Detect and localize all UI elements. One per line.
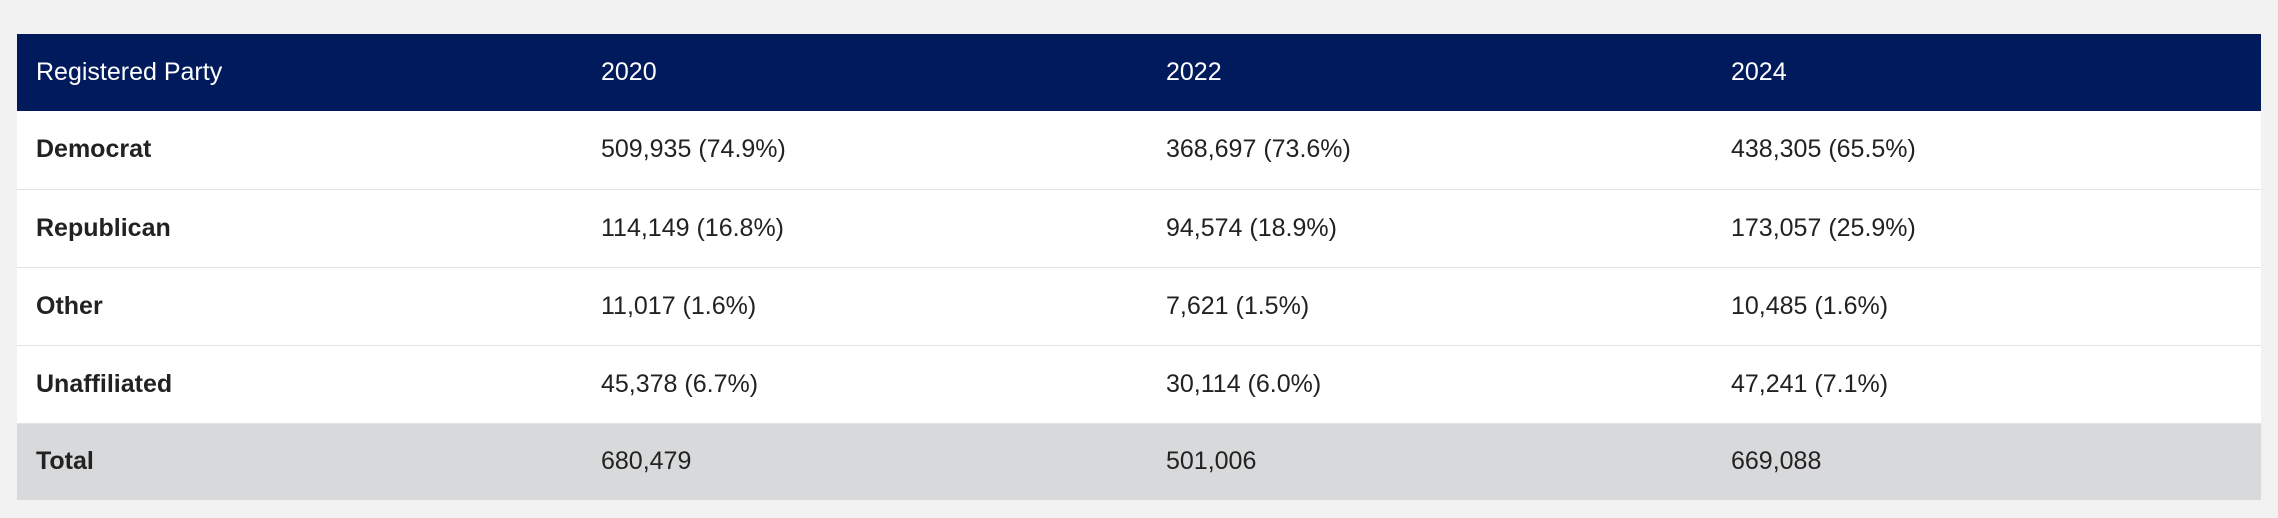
- cell-2022: 94,574 (18.9%): [1166, 213, 1337, 242]
- cell-2024: 173,057 (25.9%): [1731, 213, 1916, 242]
- total-2022: 501,006: [1166, 447, 1257, 476]
- cell-2022: 30,114 (6.0%): [1166, 369, 1322, 398]
- total-2024: 669,088: [1731, 447, 1822, 476]
- table-row-democrat: Democrat 509,935 (74.9%) 368,697 (73.6%)…: [17, 111, 2261, 189]
- header-2022: 2022: [1166, 58, 1222, 86]
- table-row-unaffiliated: Unaffiliated 45,378 (6.7%) 30,114 (6.0%)…: [17, 345, 2261, 423]
- table-row-total: Total 680,479 501,006 669,088: [17, 423, 2261, 500]
- cell-2022: 7,621 (1.5%): [1166, 291, 1310, 320]
- header-2024: 2024: [1731, 58, 1787, 86]
- party-registration-table: Registered Party 2020 2022 2024 Democrat…: [17, 34, 2261, 500]
- table-body: Democrat 509,935 (74.9%) 368,697 (73.6%)…: [17, 111, 2261, 500]
- row-label: Republican: [36, 213, 171, 242]
- table-row-other: Other 11,017 (1.6%) 7,621 (1.5%) 10,485 …: [17, 267, 2261, 345]
- total-label: Total: [36, 447, 94, 476]
- header-2020: 2020: [601, 58, 657, 86]
- row-label: Unaffiliated: [36, 369, 173, 398]
- cell-2024: 10,485 (1.6%): [1731, 291, 1889, 320]
- cell-2020: 11,017 (1.6%): [601, 291, 757, 320]
- cell-2020: 45,378 (6.7%): [601, 369, 759, 398]
- total-2020: 680,479: [601, 447, 692, 476]
- cell-2024: 438,305 (65.5%): [1731, 135, 1916, 164]
- row-label: Democrat: [36, 135, 152, 164]
- table-header: Registered Party 2020 2022 2024: [17, 34, 2261, 111]
- header-row: Registered Party 2020 2022 2024: [17, 34, 2261, 111]
- table-row-republican: Republican 114,149 (16.8%) 94,574 (18.9%…: [17, 189, 2261, 267]
- header-registered-party: Registered Party: [36, 58, 223, 86]
- cell-2020: 509,935 (74.9%): [601, 135, 786, 164]
- cell-2020: 114,149 (16.8%): [601, 213, 784, 242]
- row-label: Other: [36, 291, 103, 320]
- registration-table-container: Registered Party 2020 2022 2024 Democrat…: [17, 34, 2261, 500]
- cell-2024: 47,241 (7.1%): [1731, 369, 1889, 398]
- cell-2022: 368,697 (73.6%): [1166, 135, 1351, 164]
